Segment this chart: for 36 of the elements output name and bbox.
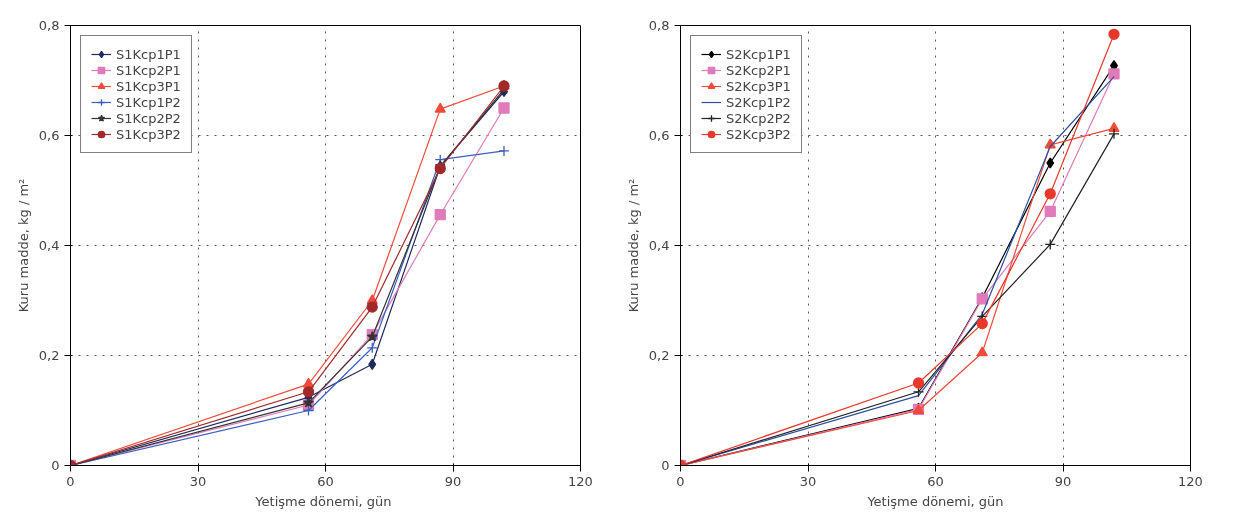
y-tick-label: 0,4 xyxy=(648,238,670,253)
x-axis-title: Yetişme dönemi, gün xyxy=(866,493,1004,509)
x-tick-label: 90 xyxy=(1054,473,1072,489)
legend-label: S2Kcp2P2 xyxy=(726,110,791,126)
legend-label: S2Kcp3P1 xyxy=(726,78,791,94)
x-tick-label: 30 xyxy=(189,473,207,489)
x-tick-label: 0 xyxy=(66,473,75,489)
legend-label: S1Kcp3P2 xyxy=(116,126,181,142)
y-tick-label: 0,2 xyxy=(38,348,60,363)
y-tick-label: 0,2 xyxy=(648,348,670,363)
legend-label: S2Kcp3P2 xyxy=(726,126,791,142)
y-tick-label: 0,8 xyxy=(648,18,670,33)
x-tick-label: 60 xyxy=(927,473,944,489)
legend-label: S1Kcp3P1 xyxy=(116,78,181,94)
y-tick-label: 0,6 xyxy=(38,128,60,143)
legend-label: S2Kcp2P1 xyxy=(726,62,791,78)
legend-label: S1Kcp1P1 xyxy=(116,46,181,62)
x-tick-label: 120 xyxy=(568,473,593,489)
y-tick-label: 0,4 xyxy=(38,238,60,253)
y-axis-title: Kuru madde, kg / m² xyxy=(15,178,31,313)
legend-label: S1Kcp2P1 xyxy=(116,62,181,78)
y-tick-label: 0,8 xyxy=(38,18,60,33)
x-tick-label: 90 xyxy=(444,473,462,489)
x-tick-label: 120 xyxy=(1178,473,1203,489)
legend-label: S1Kcp1P2 xyxy=(116,94,181,110)
legend-label: S2Kcp1P2 xyxy=(726,94,791,110)
x-axis-title: Yetişme dönemi, gün xyxy=(254,493,392,509)
y-tick-label: 0 xyxy=(661,458,670,473)
y-tick-label: 0 xyxy=(51,458,60,473)
x-tick-label: 0 xyxy=(676,473,685,489)
x-tick-label: 30 xyxy=(799,473,817,489)
x-tick-label: 60 xyxy=(317,473,334,489)
legend-label: S2Kcp1P1 xyxy=(726,46,791,62)
legend-label: S1Kcp2P2 xyxy=(116,110,181,126)
y-axis-title: Kuru madde, kg / m² xyxy=(625,178,641,313)
y-tick-label: 0,6 xyxy=(648,128,670,143)
